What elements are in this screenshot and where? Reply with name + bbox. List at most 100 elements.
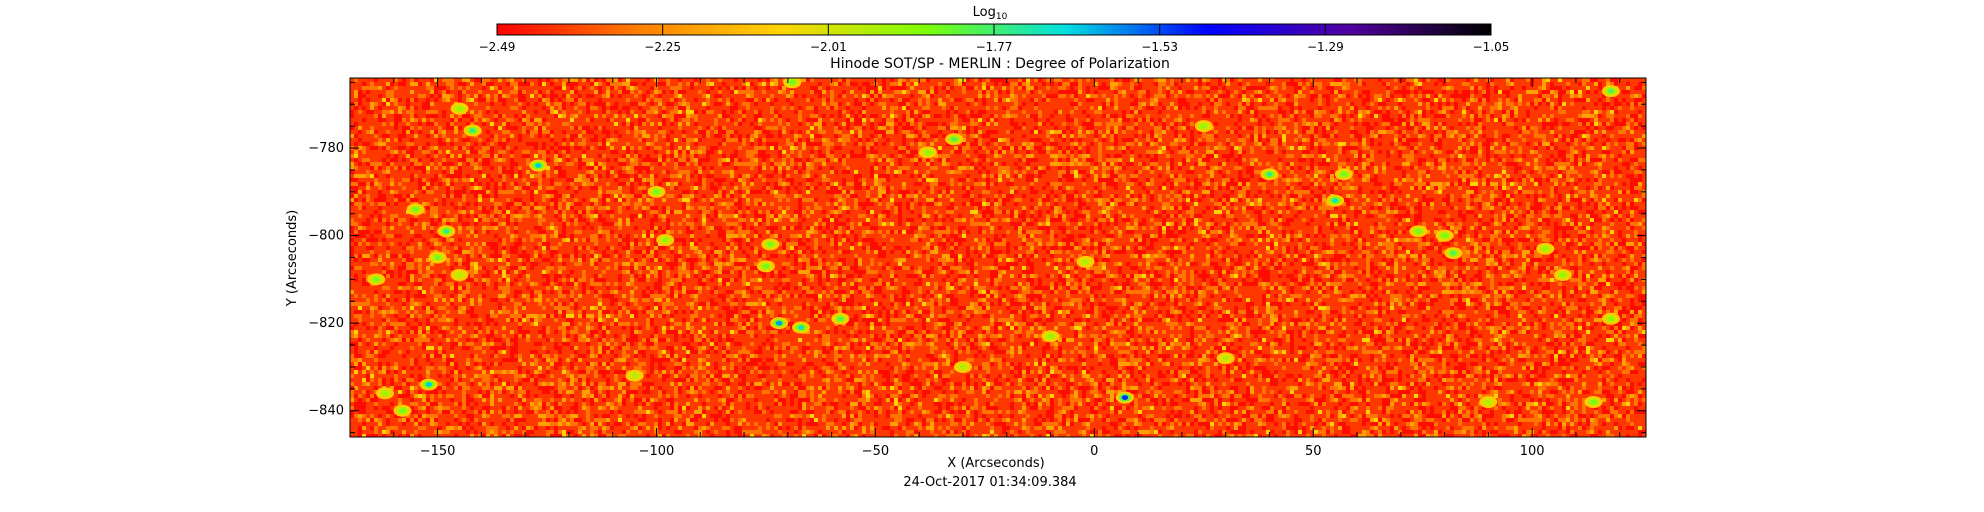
heatmap-cell bbox=[1046, 134, 1050, 138]
heatmap-cell bbox=[1186, 126, 1190, 130]
heatmap-cell bbox=[394, 102, 398, 106]
heatmap-cell bbox=[966, 190, 970, 194]
heatmap-cell bbox=[1594, 102, 1598, 106]
heatmap-cell bbox=[1542, 90, 1546, 94]
heatmap-cell bbox=[794, 134, 798, 138]
heatmap-cell bbox=[378, 106, 382, 110]
heatmap-cell bbox=[1510, 82, 1514, 86]
heatmap-cell bbox=[1558, 78, 1562, 82]
heatmap-cell bbox=[862, 182, 866, 186]
heatmap-cell bbox=[1146, 154, 1150, 158]
heatmap-cell bbox=[1462, 90, 1466, 94]
heatmap-cell bbox=[846, 166, 850, 170]
heatmap-cell bbox=[546, 102, 550, 106]
heatmap-cell bbox=[562, 130, 566, 134]
heatmap-cell bbox=[634, 134, 638, 138]
heatmap-cell bbox=[1506, 134, 1510, 138]
heatmap-cell bbox=[1486, 118, 1490, 122]
heatmap-cell bbox=[1102, 186, 1106, 190]
heatmap-cell bbox=[534, 174, 538, 178]
heatmap-cell bbox=[730, 106, 734, 110]
heatmap-cell bbox=[1458, 154, 1462, 158]
heatmap-cell bbox=[358, 102, 362, 106]
heatmap-cell bbox=[1002, 198, 1006, 202]
heatmap-cell bbox=[434, 110, 438, 114]
heatmap-cell bbox=[834, 102, 838, 106]
heatmap-cell bbox=[358, 202, 362, 206]
heatmap-cell bbox=[514, 82, 518, 86]
heatmap-cell bbox=[522, 98, 526, 102]
heatmap-cell bbox=[682, 134, 686, 138]
heatmap-cell bbox=[814, 198, 818, 202]
heatmap-cell bbox=[586, 182, 590, 186]
heatmap-cell bbox=[930, 198, 934, 202]
heatmap-cell bbox=[1270, 194, 1274, 198]
heatmap-cell bbox=[742, 174, 746, 178]
heatmap-cell bbox=[898, 86, 902, 90]
heatmap-cell bbox=[918, 98, 922, 102]
heatmap-cell bbox=[1066, 186, 1070, 190]
heatmap-cell bbox=[962, 78, 966, 82]
heatmap-cell bbox=[1382, 162, 1386, 166]
heatmap-cell bbox=[1258, 190, 1262, 194]
heatmap-cell bbox=[654, 174, 658, 178]
heatmap-cell bbox=[554, 110, 558, 114]
heatmap-cell bbox=[446, 194, 450, 198]
heatmap-cell bbox=[1562, 134, 1566, 138]
heatmap-cell bbox=[354, 198, 358, 202]
heatmap-cell bbox=[750, 82, 754, 86]
heatmap-cell bbox=[994, 174, 998, 178]
heatmap-cell bbox=[1594, 178, 1598, 182]
heatmap-cell bbox=[762, 154, 766, 158]
heatmap-cell bbox=[1490, 158, 1494, 162]
heatmap-cell bbox=[350, 110, 354, 114]
heatmap-cell bbox=[1418, 186, 1422, 190]
heatmap-cell bbox=[1554, 162, 1558, 166]
heatmap-cell bbox=[1178, 174, 1182, 178]
heatmap-cell bbox=[1390, 194, 1394, 198]
heatmap-cell bbox=[370, 202, 374, 206]
heatmap-cell bbox=[830, 158, 834, 162]
heatmap-cell bbox=[418, 130, 422, 134]
heatmap-cell bbox=[958, 126, 962, 130]
heatmap-cell bbox=[674, 162, 678, 166]
colorbar-tick-label: −1.77 bbox=[976, 40, 1013, 54]
heatmap-cell bbox=[942, 158, 946, 162]
heatmap-cell bbox=[1262, 126, 1266, 130]
heatmap-cell bbox=[1210, 86, 1214, 90]
heatmap-cell bbox=[566, 202, 570, 206]
heatmap-cell bbox=[498, 94, 502, 98]
heatmap-cell bbox=[1050, 162, 1054, 166]
heatmap-cell bbox=[1106, 158, 1110, 162]
heatmap-cell bbox=[746, 106, 750, 110]
heatmap-cell bbox=[906, 190, 910, 194]
heatmap-cell bbox=[1634, 198, 1638, 202]
heatmap-cell bbox=[1026, 90, 1030, 94]
heatmap-cell bbox=[738, 122, 742, 126]
heatmap-cell bbox=[590, 186, 594, 190]
heatmap-cell bbox=[482, 78, 486, 82]
heatmap-cell bbox=[514, 86, 518, 90]
heatmap-cell bbox=[354, 122, 358, 126]
heatmap-cell bbox=[422, 202, 426, 206]
heatmap-cell bbox=[502, 146, 506, 150]
heatmap-cell bbox=[482, 194, 486, 198]
heatmap-cell bbox=[878, 178, 882, 182]
heatmap-cell bbox=[838, 102, 842, 106]
heatmap-cell bbox=[838, 198, 842, 202]
heatmap-cell bbox=[814, 186, 818, 190]
heatmap-cell bbox=[506, 146, 510, 150]
heatmap-cell bbox=[558, 194, 562, 198]
heatmap-cell bbox=[1322, 190, 1326, 194]
heatmap-cell bbox=[730, 110, 734, 114]
heatmap-cell bbox=[758, 198, 762, 202]
heatmap-cell bbox=[1574, 158, 1578, 162]
heatmap-cell bbox=[1146, 106, 1150, 110]
heatmap-cell bbox=[478, 158, 482, 162]
heatmap-cell bbox=[398, 98, 402, 102]
heatmap-cell bbox=[1202, 142, 1206, 146]
heatmap-cell bbox=[810, 126, 814, 130]
heatmap-cell bbox=[1166, 114, 1170, 118]
heatmap-cell bbox=[606, 158, 610, 162]
heatmap-cell bbox=[1426, 90, 1430, 94]
